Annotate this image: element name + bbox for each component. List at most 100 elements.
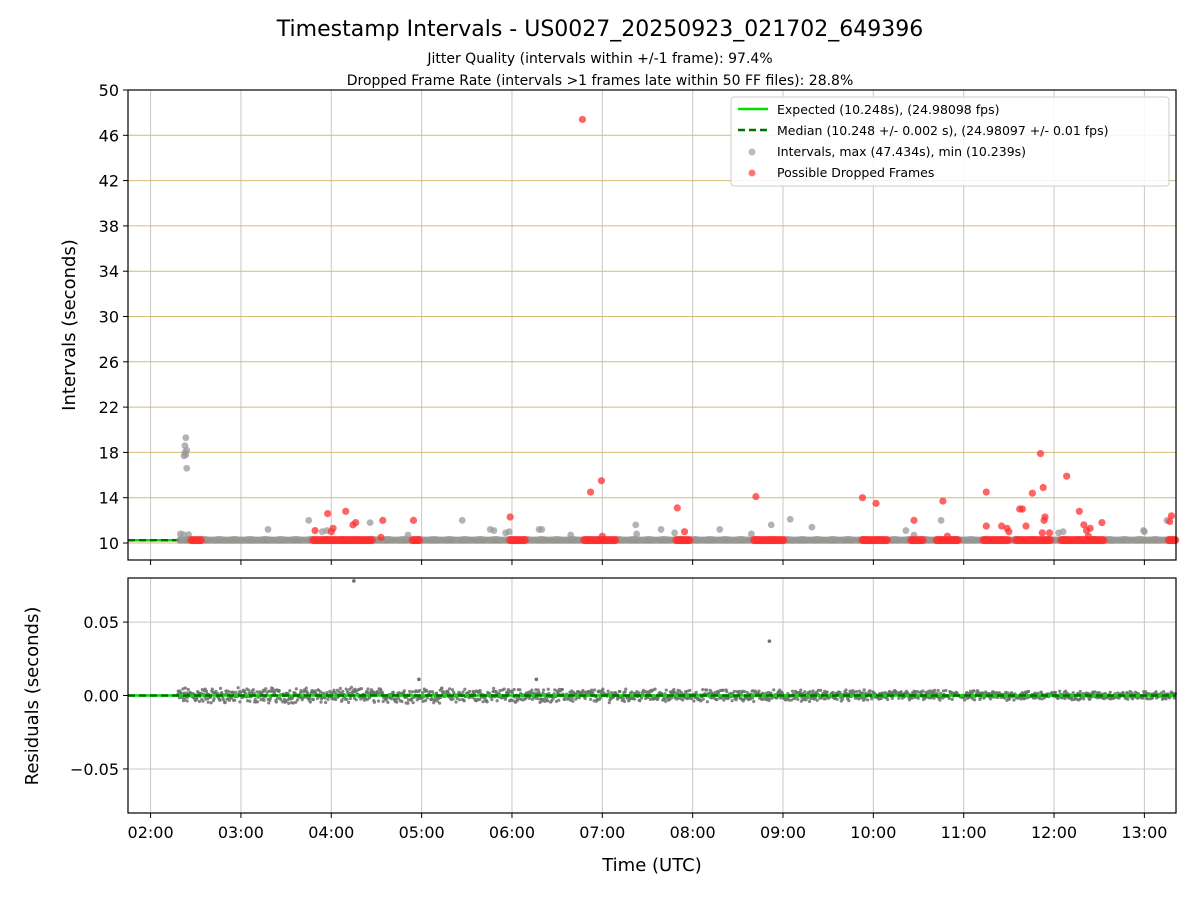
residual-point	[275, 696, 280, 701]
residual-point	[1012, 698, 1016, 702]
residual-point	[1065, 691, 1069, 695]
residual-point	[972, 689, 976, 693]
residual-point	[621, 697, 626, 701]
residual-point	[218, 686, 223, 690]
residual-point	[583, 696, 587, 701]
residual-point	[1071, 691, 1075, 695]
bottom-panel-ticks: 0.05 0.00 −0.05 02:00 03:00 04:00 05:00 06:00 07…	[70, 613, 1167, 842]
residual-point	[536, 697, 540, 701]
residual-point	[622, 699, 627, 704]
x-tick-label: 09:00	[760, 823, 806, 842]
bottom-y-axis-label: Residuals (seconds)	[22, 607, 43, 786]
residual-point	[326, 697, 330, 701]
residual-point	[177, 696, 182, 700]
residual-point	[372, 700, 377, 704]
residual-point	[637, 691, 641, 695]
x-tick-label: 05:00	[399, 823, 445, 842]
dropped-frame-point	[415, 536, 424, 545]
dropped-frame-point	[982, 488, 990, 496]
residual-point	[950, 697, 954, 701]
residual-point	[478, 689, 482, 693]
residual-point	[294, 687, 298, 691]
residual-point	[730, 699, 734, 703]
residual-point	[209, 701, 213, 705]
residual-point	[253, 697, 257, 702]
residual-point	[381, 699, 385, 704]
residual-point	[395, 700, 399, 704]
residual-point	[672, 687, 676, 692]
dropped-frame-point	[352, 519, 360, 527]
residual-point	[648, 697, 653, 702]
interval-point	[1059, 528, 1067, 536]
residual-point	[341, 689, 345, 694]
residual-point	[299, 688, 303, 693]
dropped-frame-point	[379, 516, 387, 524]
residual-point	[263, 689, 267, 693]
residual-point	[346, 700, 351, 704]
residual-outlier-point	[767, 639, 772, 643]
residual-point	[255, 690, 259, 694]
residual-point	[338, 686, 342, 690]
residual-point	[304, 686, 308, 690]
residual-point	[433, 698, 437, 702]
interval-point	[633, 530, 641, 538]
residual-point	[910, 696, 914, 700]
residual-point	[742, 689, 746, 694]
dropped-frame-point	[520, 536, 529, 545]
residual-point	[1159, 691, 1163, 695]
residual-point	[598, 696, 603, 700]
residual-point	[239, 690, 243, 694]
interval-point	[1140, 528, 1148, 536]
residual-point	[1146, 697, 1150, 701]
residual-point	[315, 696, 320, 701]
residual-point	[1108, 690, 1112, 694]
interval-point	[716, 526, 724, 533]
residual-point	[288, 689, 292, 693]
residual-point	[618, 689, 622, 694]
residual-point	[815, 698, 819, 702]
residual-point	[705, 688, 709, 692]
residual-point	[838, 691, 842, 695]
residual-point	[348, 697, 352, 701]
residual-point	[328, 689, 332, 694]
residual-point	[840, 697, 845, 701]
top-y-axis-label: Intervals (seconds)	[59, 239, 80, 411]
residual-point	[640, 696, 644, 700]
residual-point	[787, 698, 791, 702]
dropped-frame-point	[1041, 513, 1049, 521]
residual-point	[591, 691, 595, 695]
x-tick-label: 11:00	[941, 823, 987, 842]
dropped-frame-point	[377, 533, 385, 541]
residual-point	[630, 690, 634, 694]
residual-point	[1126, 697, 1130, 701]
residual-point	[816, 688, 820, 692]
residual-point	[262, 698, 266, 702]
residual-point	[932, 696, 936, 700]
residual-point	[267, 701, 271, 705]
residual-point	[428, 689, 432, 694]
residual-point	[294, 700, 298, 704]
residual-point	[180, 696, 184, 700]
dropped-frame-point	[918, 536, 927, 545]
residual-point	[511, 698, 515, 703]
interval-point	[632, 521, 640, 529]
residual-point	[868, 689, 872, 693]
dropped-frame-point	[1166, 517, 1174, 526]
residual-point	[753, 689, 758, 693]
dropped-frame-point	[1099, 536, 1108, 545]
top-y-tick-label: 38	[99, 217, 119, 236]
residual-point	[772, 688, 776, 692]
interval-point	[671, 529, 678, 537]
residual-point	[863, 697, 867, 701]
residual-point	[866, 698, 870, 702]
residual-point	[921, 689, 925, 693]
residual-point	[796, 697, 800, 701]
residual-point	[510, 691, 515, 695]
residual-point	[862, 688, 866, 692]
residual-point	[534, 688, 538, 692]
residual-point	[430, 697, 434, 701]
legend: Expected (10.248s), (24.98098 fps) Media…	[730, 96, 1170, 187]
legend-dropped-label: Possible Dropped Frames	[777, 165, 934, 180]
interval-point	[366, 519, 374, 527]
dropped-frame-point	[1098, 519, 1106, 527]
